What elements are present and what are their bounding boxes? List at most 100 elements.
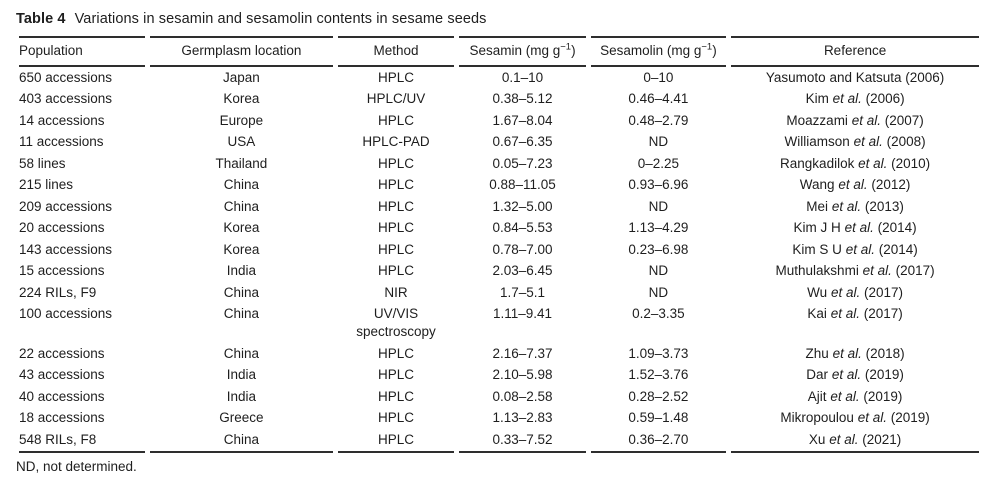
table-footnote: ND, not determined.: [16, 458, 137, 474]
cell-reference: Dar et al. (2019): [806, 367, 904, 382]
cell-sesamolin: 0.48–2.79: [628, 112, 689, 128]
data-table: Population Germplasm location Method Ses…: [14, 36, 984, 453]
cell-sesamolin: 0–10: [643, 69, 674, 85]
table-body: 650 accessions Japan HPLC 0.1–10 0–10 Ya…: [19, 67, 979, 453]
cell-method: HPLC: [377, 241, 414, 257]
cell-sesamin: 0.33–7.52: [459, 429, 586, 453]
cell-reference: Kim J H et al. (2014): [793, 220, 917, 235]
cell-sesamolin: 0.36–2.70: [590, 429, 727, 453]
cell-method: HPLC: [377, 263, 414, 278]
cell-sesamin: 0.88–11.05: [489, 177, 556, 192]
cell-germplasm-location: Korea: [223, 91, 260, 106]
cell-method: UV/VIS spectroscopy: [356, 306, 436, 339]
column-header-population: Population: [19, 36, 146, 67]
cell-sesamin: 1.67–8.04: [492, 112, 553, 128]
table-row: 548 RILs, F8 China HPLC 0.33–7.52 0.36–2…: [19, 429, 979, 453]
cell-method: HPLC/UV: [366, 91, 426, 106]
table-row: 22 accessions China HPLC 2.16–7.37 1.09–…: [19, 343, 979, 365]
cell-method: HPLC: [377, 367, 414, 382]
cell-germplasm-location: Korea: [223, 220, 260, 235]
cell-reference: Williamson et al. (2008): [784, 134, 926, 149]
cell-method: HPLC: [377, 410, 414, 425]
table-row: 20 accessions Korea HPLC 0.84–5.53 1.13–…: [19, 218, 979, 240]
table-caption: Variations in sesamin and sesamolin cont…: [74, 11, 487, 27]
cell-sesamolin: ND: [648, 284, 669, 300]
cell-sesamolin: 0.28–2.52: [628, 388, 689, 404]
cell-germplasm-location: China: [223, 198, 260, 214]
cell-method: NIR: [384, 284, 408, 300]
cell-population: 215 lines: [19, 177, 74, 192]
column-header-sesamolin: Sesamolin (mg g−1): [590, 36, 727, 67]
cell-reference: Wu et al. (2017): [807, 284, 903, 300]
cell-sesamolin: ND: [648, 198, 669, 214]
cell-sesamolin: 0.59–1.48: [628, 410, 689, 425]
cell-germplasm-location: China: [223, 345, 260, 361]
cell-reference: Kai et al. (2017): [807, 306, 903, 321]
cell-population: 14 accessions: [19, 112, 105, 128]
cell-sesamolin: 0–2.25: [637, 155, 680, 171]
cell-reference: Wang et al. (2012): [799, 177, 911, 192]
cell-reference: Mei et al. (2013): [806, 198, 904, 214]
column-header-reference: Reference: [731, 36, 979, 67]
table-row: 215 lines China HPLC 0.88–11.05 0.93–6.9…: [19, 175, 979, 197]
table-row: 209 accessions China HPLC 1.32–5.00 ND M…: [19, 196, 979, 218]
cell-method: HPLC: [377, 220, 414, 235]
cell-reference: Rangkadilok et al. (2010): [780, 155, 931, 171]
cell-sesamolin: 1.13–4.29: [628, 220, 689, 235]
cell-reference: Zhu et al. (2018): [805, 345, 905, 361]
cell-germplasm-location: India: [226, 388, 257, 404]
table-row: 14 accessions Europe HPLC 1.67–8.04 0.48…: [19, 110, 979, 132]
cell-population: 100 accessions: [19, 306, 113, 321]
cell-method: HPLC: [377, 155, 414, 171]
cell-sesamin: 0.78–7.00: [492, 241, 553, 257]
cell-sesamin: 1.13–2.83: [492, 410, 553, 425]
cell-germplasm-location: Greece: [219, 410, 264, 425]
cell-reference: Xu et al. (2021): [731, 429, 979, 453]
cell-sesamin: 1.7–5.1: [499, 284, 546, 300]
cell-germplasm-location: India: [226, 367, 257, 382]
table-row: 143 accessions Korea HPLC 0.78–7.00 0.23…: [19, 239, 979, 261]
cell-germplasm-location: USA: [227, 134, 256, 149]
column-header-method: Method: [337, 36, 455, 67]
cell-sesamin: 0.05–7.23: [492, 155, 553, 171]
cell-population: 15 accessions: [19, 263, 105, 278]
cell-sesamin: 2.16–7.37: [492, 345, 553, 361]
cell-germplasm-location: China: [223, 284, 260, 300]
cell-method: HPLC: [377, 345, 414, 361]
table-row: 43 accessions India HPLC 2.10–5.98 1.52–…: [19, 365, 979, 387]
table-row: 18 accessions Greece HPLC 1.13–2.83 0.59…: [19, 408, 979, 430]
cell-population: 209 accessions: [19, 198, 113, 214]
cell-sesamin: 1.32–5.00: [492, 198, 553, 214]
table-header: Population Germplasm location Method Ses…: [19, 36, 979, 67]
cell-method: HPLC: [377, 177, 414, 192]
cell-population: 58 lines: [19, 155, 66, 171]
cell-method: HPLC: [337, 429, 455, 453]
cell-sesamolin: 1.09–3.73: [628, 345, 689, 361]
table-title: Table 4 Variations in sesamin and sesamol…: [16, 11, 984, 27]
cell-germplasm-location: Thailand: [215, 155, 268, 171]
cell-sesamin: 0.38–5.12: [492, 91, 553, 106]
cell-method: HPLC: [377, 69, 414, 85]
cell-sesamin: 0.67–6.35: [492, 134, 553, 149]
table-row: 11 accessions USA HPLC-PAD 0.67–6.35 ND …: [19, 132, 979, 154]
cell-germplasm-location: Europe: [219, 112, 264, 128]
cell-population: 22 accessions: [19, 345, 105, 361]
cell-method: HPLC: [377, 388, 414, 404]
column-header-sesamin: Sesamin (mg g−1): [459, 36, 586, 67]
cell-population: 403 accessions: [19, 91, 113, 106]
cell-sesamin: 0.08–2.58: [492, 388, 553, 404]
column-header-germplasm-location: Germplasm location: [150, 36, 333, 67]
cell-sesamin: 2.03–6.45: [492, 263, 553, 278]
cell-germplasm-location: Korea: [223, 241, 260, 257]
table-row: 15 accessions India HPLC 2.03–6.45 ND Mu…: [19, 261, 979, 283]
cell-reference: Mikropoulou et al. (2019): [780, 410, 930, 425]
cell-germplasm-location: Japan: [222, 69, 260, 85]
table-row: 224 RILs, F9 China NIR 1.7–5.1 ND Wu et …: [19, 282, 979, 304]
cell-reference: Yasumoto and Katsuta (2006): [765, 69, 945, 85]
cell-sesamin: 1.11–9.41: [492, 306, 553, 321]
header-row: Population Germplasm location Method Ses…: [19, 36, 979, 67]
cell-germplasm-location: India: [226, 263, 257, 278]
cell-population: 20 accessions: [19, 220, 105, 235]
cell-method: HPLC: [377, 112, 414, 128]
superscript: −1: [560, 41, 572, 53]
